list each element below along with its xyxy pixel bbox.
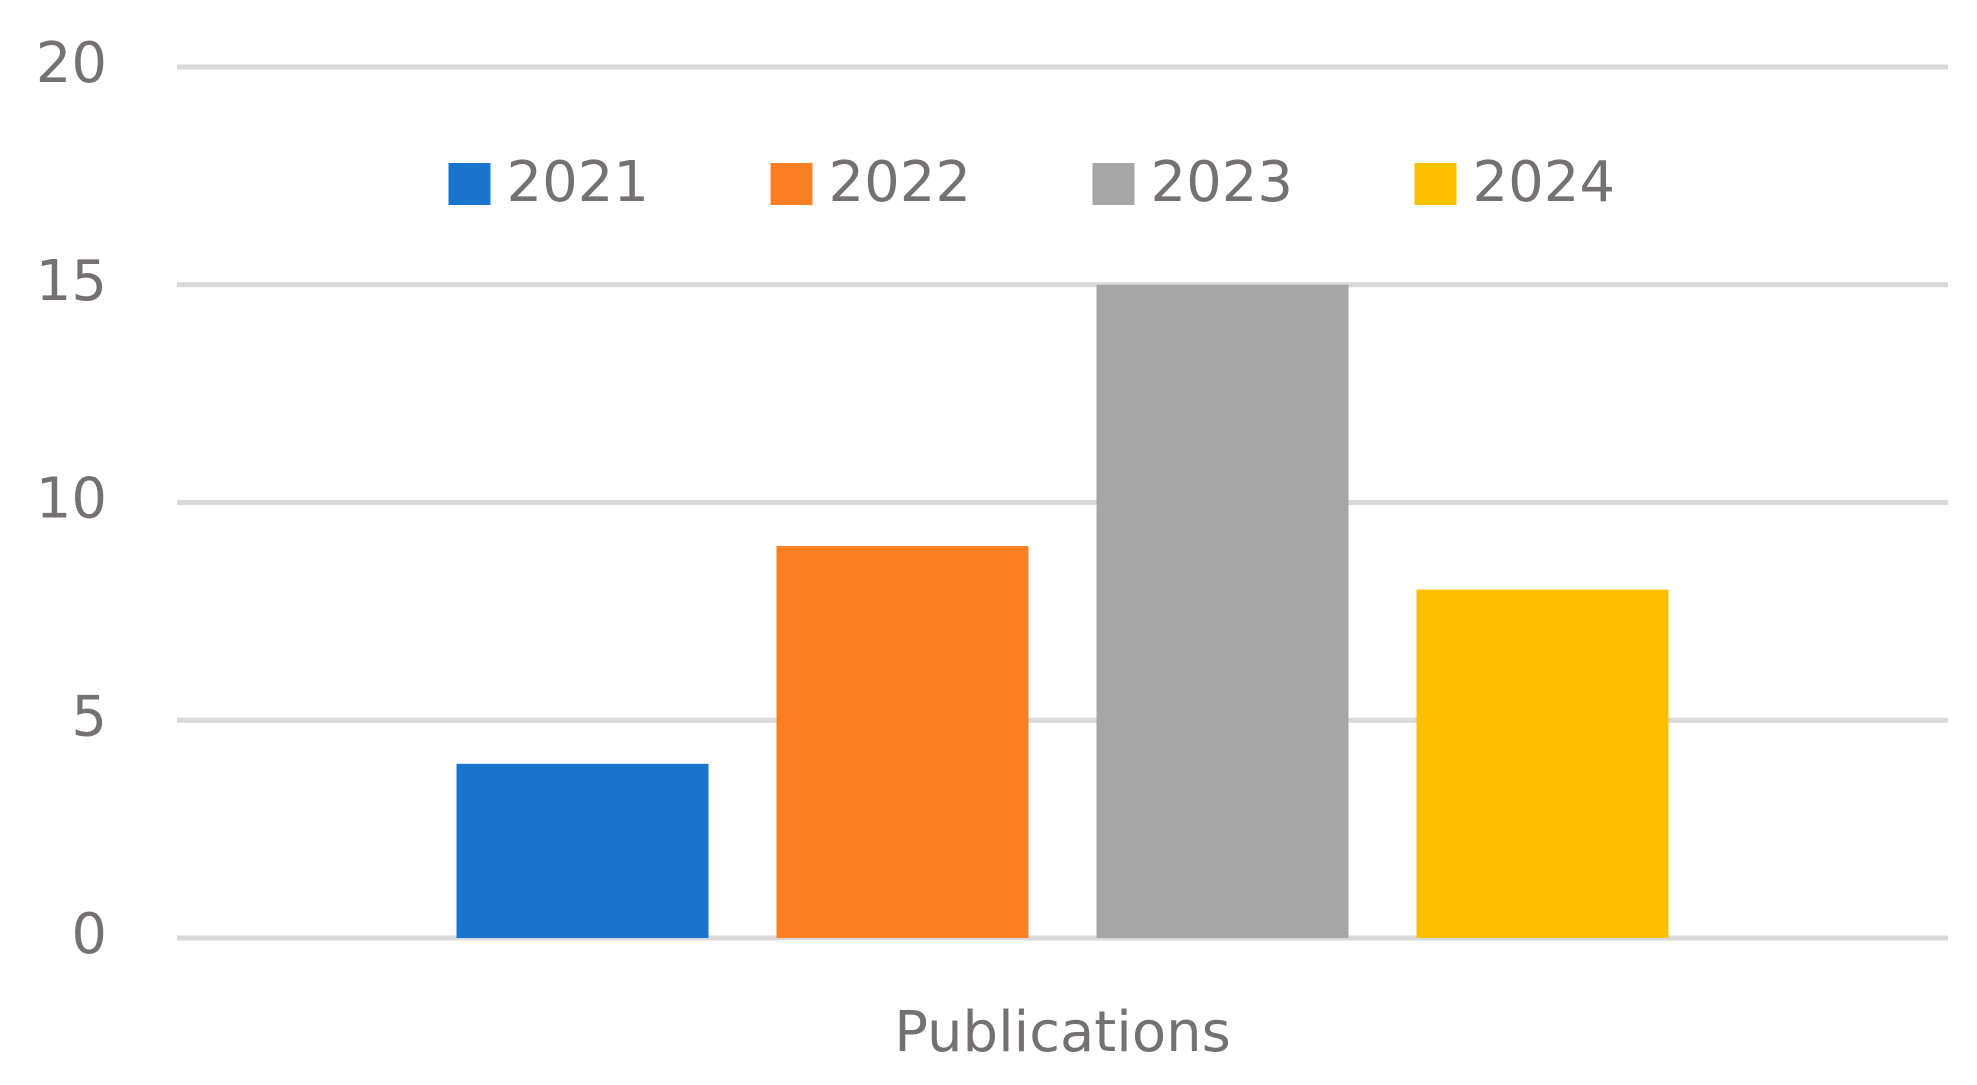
- bar: [1096, 284, 1349, 938]
- y-tick-label: 15: [36, 249, 107, 314]
- y-tick-label: 20: [36, 31, 107, 96]
- bar: [1416, 589, 1669, 938]
- legend-swatch: [1092, 163, 1135, 205]
- bar: [456, 763, 709, 938]
- legend-label: 2022: [829, 150, 972, 215]
- legend-swatch: [770, 163, 813, 205]
- y-tick-label: 0: [71, 902, 107, 967]
- y-tick-label: 5: [71, 684, 107, 749]
- legend-label: 2021: [507, 150, 650, 215]
- bar: [776, 546, 1029, 938]
- legend-swatch: [1414, 163, 1457, 205]
- legend-label: 2024: [1473, 150, 1616, 215]
- x-tick-label: Publications: [894, 1000, 1231, 1065]
- legend-swatch: [448, 163, 491, 205]
- legend-label: 2023: [1151, 150, 1294, 215]
- y-tick-label: 10: [36, 467, 107, 532]
